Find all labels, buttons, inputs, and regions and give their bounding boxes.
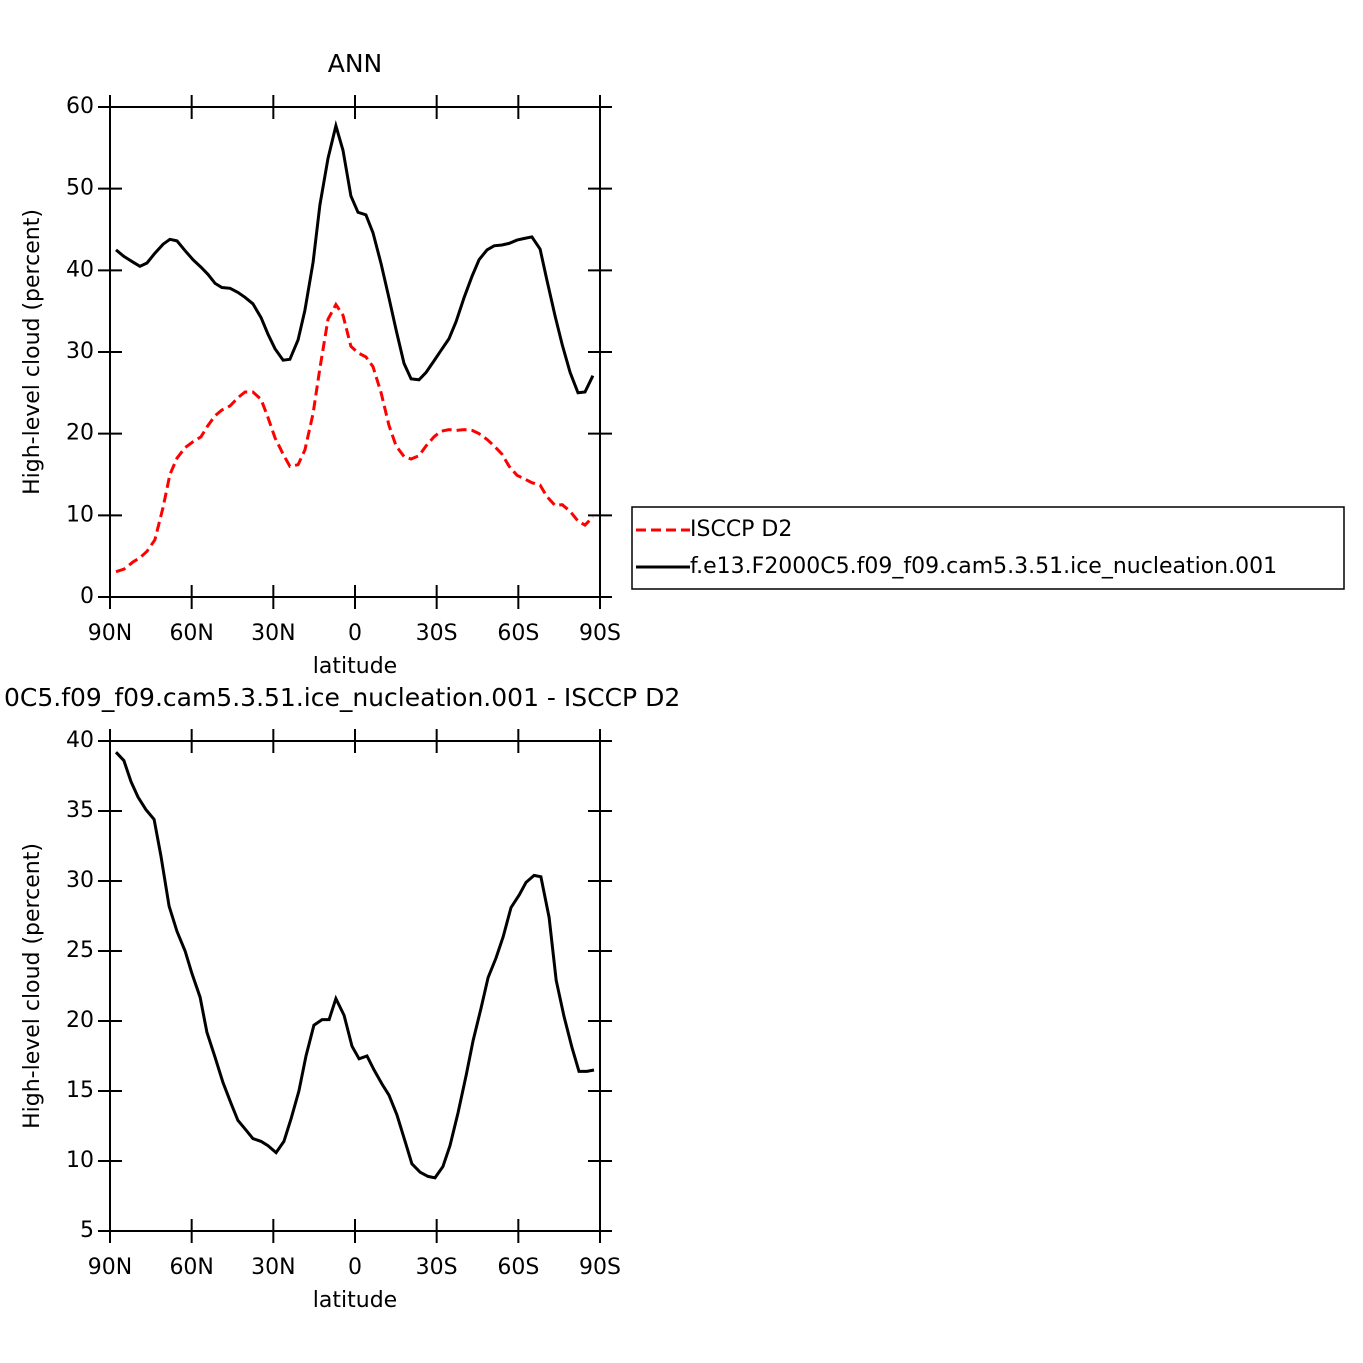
- y-axis-label: High-level cloud (percent): [20, 843, 45, 1129]
- data-line: [115, 119, 595, 395]
- x-tick-label: 90N: [88, 621, 132, 646]
- y-tick-label: 30: [66, 339, 94, 364]
- y-tick-label: 10: [66, 502, 94, 527]
- legend-label: f.e13.F2000C5.f09_f09.cam5.3.51.ice_nucl…: [690, 554, 1277, 579]
- x-tick-label: 30S: [416, 621, 458, 646]
- y-tick-label: 40: [66, 728, 94, 753]
- x-axis-label: latitude: [313, 654, 397, 679]
- y-tick-label: 20: [66, 1008, 94, 1033]
- y-tick-label: 50: [66, 176, 94, 201]
- y-tick-label: 20: [66, 421, 94, 446]
- y-tick-label: 60: [66, 94, 94, 119]
- x-tick-label: 30N: [251, 621, 295, 646]
- y-tick-label: 5: [80, 1218, 94, 1243]
- y-tick-label: 25: [66, 938, 94, 963]
- legend-box: [631, 506, 1345, 590]
- y-tick-label: 40: [66, 257, 94, 282]
- x-tick-label: 30N: [251, 1255, 295, 1280]
- x-axis-label: latitude: [313, 1288, 397, 1313]
- chart-title: ANN: [328, 49, 383, 78]
- y-tick-label: 30: [66, 868, 94, 893]
- x-tick-label: 0: [348, 621, 362, 646]
- y-tick-label: 10: [66, 1148, 94, 1173]
- y-axis-label: High-level cloud (percent): [20, 209, 45, 495]
- legend-label: ISCCP D2: [690, 517, 792, 542]
- x-tick-label: 90S: [579, 1255, 621, 1280]
- data-line: [115, 301, 594, 574]
- x-tick-label: 90N: [88, 1255, 132, 1280]
- x-tick-label: 60N: [169, 1255, 213, 1280]
- chart-title: 0C5.f09_f09.cam5.3.51.ice_nucleation.001…: [4, 683, 680, 712]
- x-tick-label: 90S: [579, 621, 621, 646]
- x-tick-label: 60N: [169, 621, 213, 646]
- y-tick-label: 15: [66, 1078, 94, 1103]
- x-tick-label: 0: [348, 1255, 362, 1280]
- y-tick-label: 35: [66, 798, 94, 823]
- plot-frame: [109, 106, 601, 598]
- x-tick-label: 60S: [497, 621, 539, 646]
- plot-frame: [109, 740, 601, 1232]
- y-tick-label: 0: [80, 584, 94, 609]
- x-tick-label: 30S: [416, 1255, 458, 1280]
- x-tick-label: 60S: [497, 1255, 539, 1280]
- data-line: [114, 751, 595, 1180]
